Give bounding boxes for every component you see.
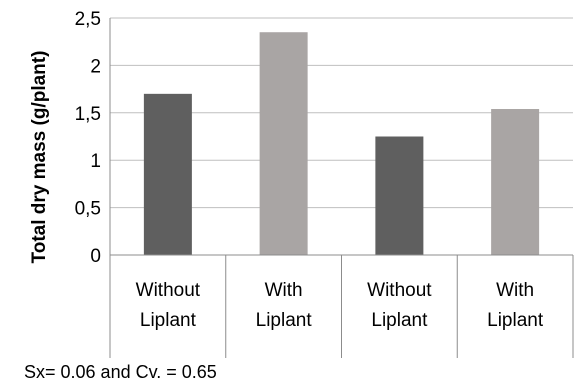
category-label: With Liplant bbox=[256, 280, 313, 331]
category-label: Without Liplant bbox=[367, 280, 432, 331]
statistics-note: Sx= 0.06 and Cv. = 0.65 bbox=[24, 362, 217, 382]
bar bbox=[375, 136, 424, 255]
category-label: Without Liplant bbox=[136, 280, 201, 331]
category-label: With Liplant bbox=[487, 280, 544, 331]
y-tick-label: 0 bbox=[90, 246, 101, 267]
y-axis-label: Total dry mass (g/plant) bbox=[29, 51, 50, 264]
y-tick-label: 2,5 bbox=[75, 9, 101, 30]
bar bbox=[143, 93, 192, 255]
y-axis-ticks: 0 0,5 1 1,5 2 2,5 bbox=[75, 9, 101, 267]
bar bbox=[259, 32, 308, 255]
bars bbox=[143, 32, 540, 256]
category-labels: Without Liplant With Liplant Without Liplant W… bbox=[136, 280, 544, 331]
y-tick-label: 2 bbox=[90, 56, 101, 77]
y-tick-label: 1,5 bbox=[75, 104, 101, 125]
bar bbox=[491, 109, 540, 256]
y-tick-label: 0,5 bbox=[75, 199, 101, 220]
axes bbox=[109, 18, 574, 358]
y-tick-label: 1 bbox=[90, 151, 101, 172]
